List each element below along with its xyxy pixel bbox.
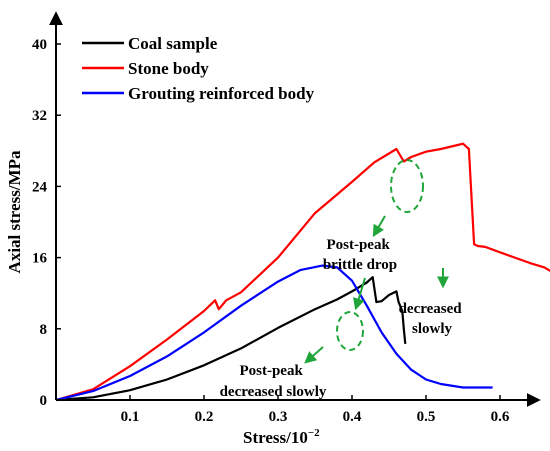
x-axis-title-base: Stress/10 [243,428,308,447]
y-tick-label: 0 [40,393,48,409]
coal-post-peak-ellipse [336,311,364,351]
stone-body-line [55,142,550,402]
annotation-decreased-slowly-line-1: decreased [399,301,463,317]
annotation-decreased-slowly: decreased slowly [399,301,466,337]
post-peak-decreased-slowly-arrow [304,346,324,364]
x-tick-label: 0.5 [417,409,436,425]
coal-sample-line [55,276,407,402]
legend-label-grouting: Grouting reinforced body [128,84,315,103]
post-peak-brittle-drop-ellipse [390,159,424,213]
x-tick-label: 0.4 [343,409,362,425]
grouting-reinforced-body-line [55,264,493,402]
brittle-drop-arrow-to-stone [372,215,386,238]
y-tick-label: 32 [32,108,47,124]
x-axis-title: Stress/10−2 [243,427,320,447]
y-tick-label: 24 [32,179,48,195]
legend: Coal sample Stone body Grouting reinforc… [82,34,315,103]
ticks-layer: 0.10.20.30.40.50.60.70816243240 [32,37,510,425]
annotation-decreased-slowly-line-2: slowly [412,321,453,337]
annotation-post-peak-brittle-drop-line-1: Post-peak [326,237,390,253]
annotation-post-peak-decreased-slowly: Post-peak decreased slowly [220,363,327,400]
x-axis-title-exponent: −2 [308,427,320,439]
annotation-post-peak-brittle-drop-line-2: brittle drop [323,257,397,273]
legend-label-coal: Coal sample [128,34,218,53]
legend-label-stone: Stone body [128,59,209,78]
y-tick-label: 16 [32,251,48,267]
annotation-post-peak-decreased-slowly-line-1: Post-peak [239,363,303,379]
x-tick-label: 0.2 [195,409,214,425]
x-tick-label: 0.1 [121,409,140,425]
x-tick-label: 0.3 [269,409,288,425]
x-tick-label: 0.6 [491,409,510,425]
brittle-drop-arrow-to-coal [353,277,366,311]
y-axis-title: Axial stress/MPa [5,150,24,273]
annotation-post-peak-decreased-slowly-line-2: decreased slowly [220,384,327,400]
annotation-post-peak-brittle-drop: Post-peak brittle drop [323,237,397,273]
y-tick-label: 8 [40,322,48,338]
series-layer [55,142,550,402]
y-tick-label: 40 [32,37,47,53]
